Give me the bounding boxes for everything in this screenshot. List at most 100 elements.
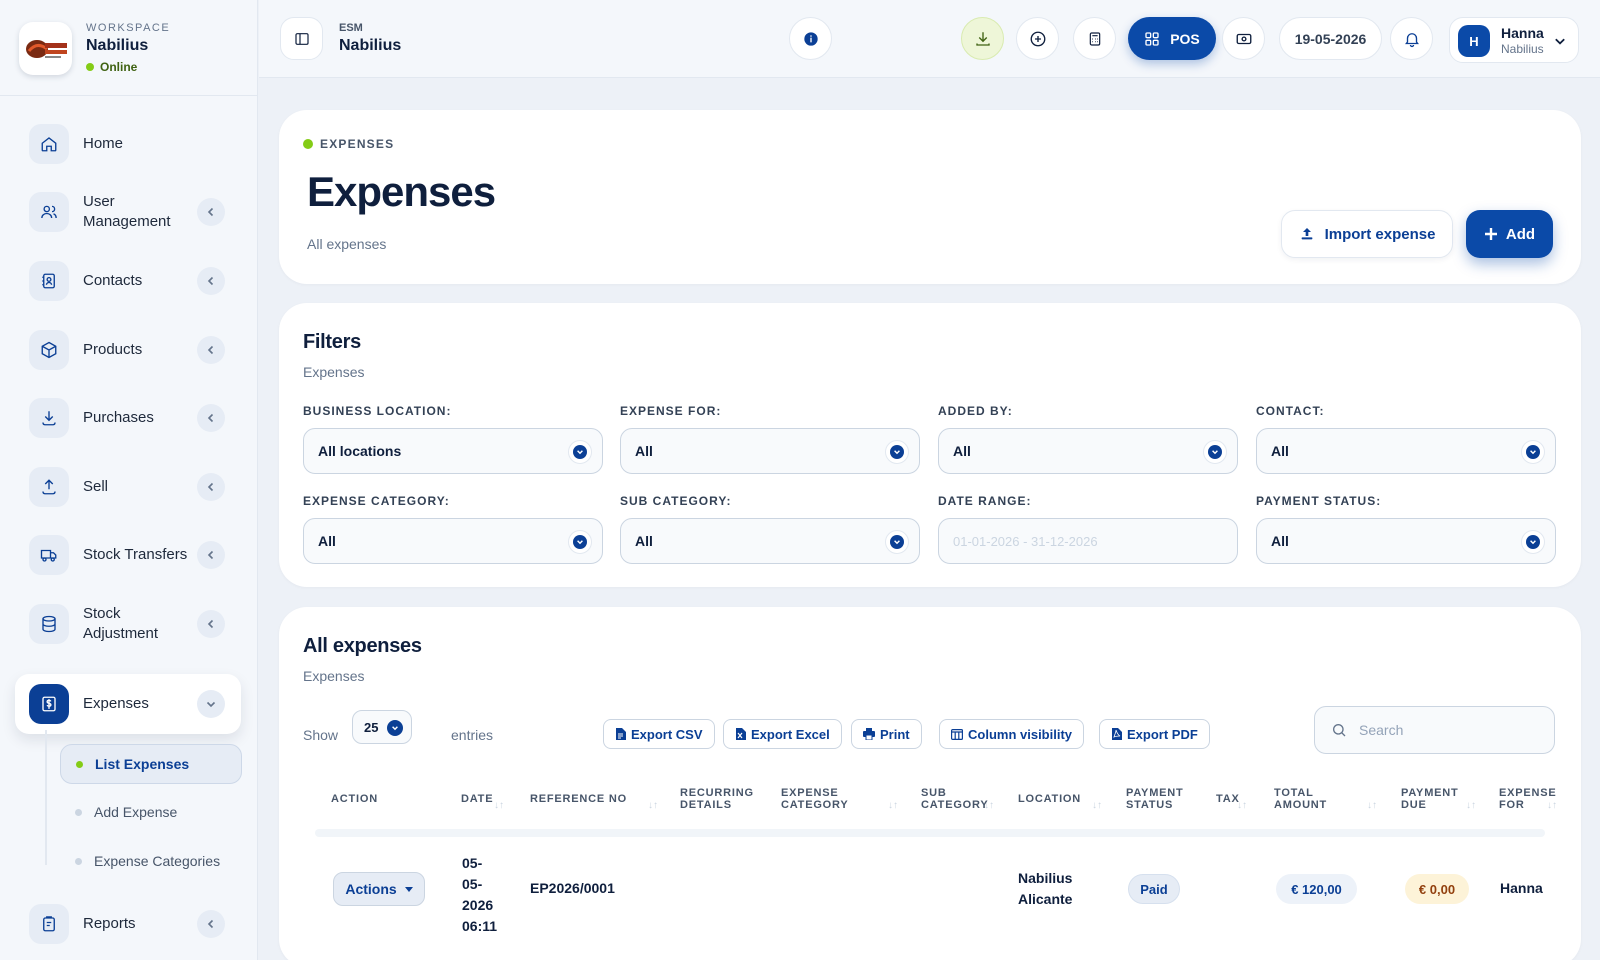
notifications-button[interactable] xyxy=(1390,17,1433,60)
row-actions-button[interactable]: Actions xyxy=(333,872,425,906)
payment-status-select[interactable]: All xyxy=(1256,518,1556,564)
add-button[interactable]: Add xyxy=(1466,210,1553,258)
column-header-total-amount[interactable]: TOTAL AMOUNT xyxy=(1274,787,1328,811)
import-expense-button[interactable]: Import expense xyxy=(1281,210,1453,258)
business-location-select[interactable]: All locations xyxy=(303,428,603,474)
column-header-recurring-details[interactable]: RECURRING DETAILS xyxy=(680,787,754,811)
sort-icon[interactable]: ↓↑ xyxy=(1547,800,1557,811)
status-badge: Paid xyxy=(1128,874,1180,904)
sort-icon[interactable]: ↓↑ xyxy=(984,800,994,811)
chevron-left-icon[interactable] xyxy=(197,910,225,938)
download-button[interactable] xyxy=(961,17,1004,60)
home-icon xyxy=(29,124,69,164)
column-header-payment-due[interactable]: PAYMENT DUE xyxy=(1401,787,1459,811)
export-csv-button[interactable]: Export CSV xyxy=(603,719,715,749)
pos-button[interactable]: POS xyxy=(1128,17,1216,60)
date-display[interactable]: 19-05-2026 xyxy=(1279,17,1382,60)
user-menu[interactable]: H Hanna Nabilius xyxy=(1449,17,1579,63)
user-name: Hanna xyxy=(1501,25,1544,41)
column-header-sub-category[interactable]: SUB CATEGORY xyxy=(921,787,989,811)
sidebar-item-stock-transfers[interactable]: Stock Transfers xyxy=(15,525,241,585)
sidebar: WORKSPACE Nabilius Online Home User Mana… xyxy=(0,0,258,960)
calculator-button[interactable] xyxy=(1073,17,1116,60)
print-button[interactable]: Print xyxy=(851,719,922,749)
sort-icon[interactable]: ↓↑ xyxy=(1466,800,1476,811)
sidebar-subitem-expense-categories[interactable]: Expense Categories xyxy=(60,841,242,881)
chevron-left-icon[interactable] xyxy=(197,610,225,638)
sidebar-item-user-management[interactable]: User Management xyxy=(15,182,241,242)
chevron-left-icon[interactable] xyxy=(197,541,225,569)
added-by-select[interactable]: All xyxy=(938,428,1238,474)
export-csv-label: Export CSV xyxy=(631,726,703,742)
column-header-date[interactable]: DATE xyxy=(461,793,494,805)
subitem-label: List Expenses xyxy=(95,756,190,772)
chevron-left-icon[interactable] xyxy=(197,473,225,501)
add-circle-button[interactable] xyxy=(1016,17,1059,60)
column-visibility-button[interactable]: Column visibility xyxy=(939,719,1085,749)
export-excel-button[interactable]: Export Excel xyxy=(723,719,842,749)
date-range-input[interactable]: 01-01-2026 - 31-12-2026 xyxy=(938,518,1238,564)
column-header-reference-no[interactable]: REFERENCE NO xyxy=(530,793,627,805)
info-button[interactable] xyxy=(789,17,832,60)
sidebar-item-stock-adjustment[interactable]: Stock Adjustment xyxy=(15,594,241,654)
export-pdf-button[interactable]: Export PDF xyxy=(1099,719,1210,749)
sort-icon[interactable]: ↓↑ xyxy=(648,800,658,811)
chevron-left-icon[interactable] xyxy=(197,336,225,364)
sort-icon[interactable]: ↓↑ xyxy=(494,800,504,811)
select-value: All xyxy=(318,533,336,549)
download-icon xyxy=(974,30,992,48)
sidebar-item-home[interactable]: Home xyxy=(15,114,241,174)
workspace-switcher[interactable]: WORKSPACE Nabilius Online xyxy=(19,22,170,75)
chevron-down-icon xyxy=(1554,35,1566,47)
chevron-down-icon[interactable] xyxy=(197,690,225,718)
expense-category-select[interactable]: All xyxy=(303,518,603,564)
file-excel-icon xyxy=(735,728,746,740)
contact-select[interactable]: All xyxy=(1256,428,1556,474)
sort-icon[interactable]: ↓↑ xyxy=(1237,800,1247,811)
cash-register-button[interactable] xyxy=(1222,17,1265,60)
column-header-tax[interactable]: TAX xyxy=(1216,793,1240,805)
sub-category-select[interactable]: All xyxy=(620,518,920,564)
column-header-payment-status[interactable]: PAYMENT STATUS xyxy=(1126,787,1184,811)
sidebar-item-contacts[interactable]: Contacts xyxy=(15,251,241,311)
sidebar-item-products[interactable]: Products xyxy=(15,320,241,380)
sort-icon[interactable]: ↓↑ xyxy=(1367,800,1377,811)
sidebar-item-expenses[interactable]: Expenses xyxy=(15,674,241,734)
column-visibility-label: Column visibility xyxy=(968,726,1073,742)
column-header-expense-for[interactable]: EXPENSE FOR xyxy=(1499,787,1557,811)
chevron-left-icon[interactable] xyxy=(197,198,225,226)
subitem-label: Expense Categories xyxy=(94,853,221,869)
plus-icon xyxy=(1484,227,1498,241)
money-icon xyxy=(1235,30,1253,48)
column-header-expense-category[interactable]: EXPENSE CATEGORY xyxy=(781,787,849,811)
expenses-table-card: All expenses Expenses Show 25 entries Ex… xyxy=(279,607,1581,960)
sidebar-item-label: Contacts xyxy=(83,272,143,289)
select-value: All xyxy=(635,533,653,549)
sidebar-item-reports[interactable]: Reports xyxy=(15,894,241,954)
cell-location: Nabilius Alicante xyxy=(1018,870,1073,907)
chevron-left-icon[interactable] xyxy=(197,404,225,432)
workspace-eyebrow: WORKSPACE xyxy=(86,22,171,34)
sort-icon[interactable]: ↓↑ xyxy=(888,800,898,811)
page-header-card: EXPENSES Expenses All expenses Import ex… xyxy=(279,110,1581,284)
sidebar-item-purchases[interactable]: Purchases xyxy=(15,388,241,448)
sidebar-subitem-add-expense[interactable]: Add Expense xyxy=(60,792,242,832)
show-label: Show xyxy=(303,727,339,743)
sidebar-item-sell[interactable]: Sell xyxy=(15,457,241,517)
sidebar-item-label: Stock Adjustment xyxy=(83,605,159,642)
entries-per-page-select[interactable]: 25 xyxy=(352,710,412,744)
chevron-left-icon[interactable] xyxy=(197,267,225,295)
table-subtitle: Expenses xyxy=(303,668,365,684)
expense-for-select[interactable]: All xyxy=(620,428,920,474)
sort-icon[interactable]: ↓↑ xyxy=(1092,800,1102,811)
search-input[interactable]: Search xyxy=(1314,706,1555,754)
workspace-status: Online xyxy=(86,60,170,74)
select-value: All locations xyxy=(318,443,402,459)
status-dot xyxy=(303,139,313,149)
info-icon xyxy=(803,31,819,47)
column-header-location[interactable]: LOCATION xyxy=(1018,793,1082,805)
filter-label: DATE RANGE: xyxy=(938,494,1032,508)
toggle-sidebar-button[interactable] xyxy=(280,17,323,60)
subitem-label: Add Expense xyxy=(94,804,178,820)
sidebar-subitem-list-expenses[interactable]: List Expenses xyxy=(60,744,242,784)
